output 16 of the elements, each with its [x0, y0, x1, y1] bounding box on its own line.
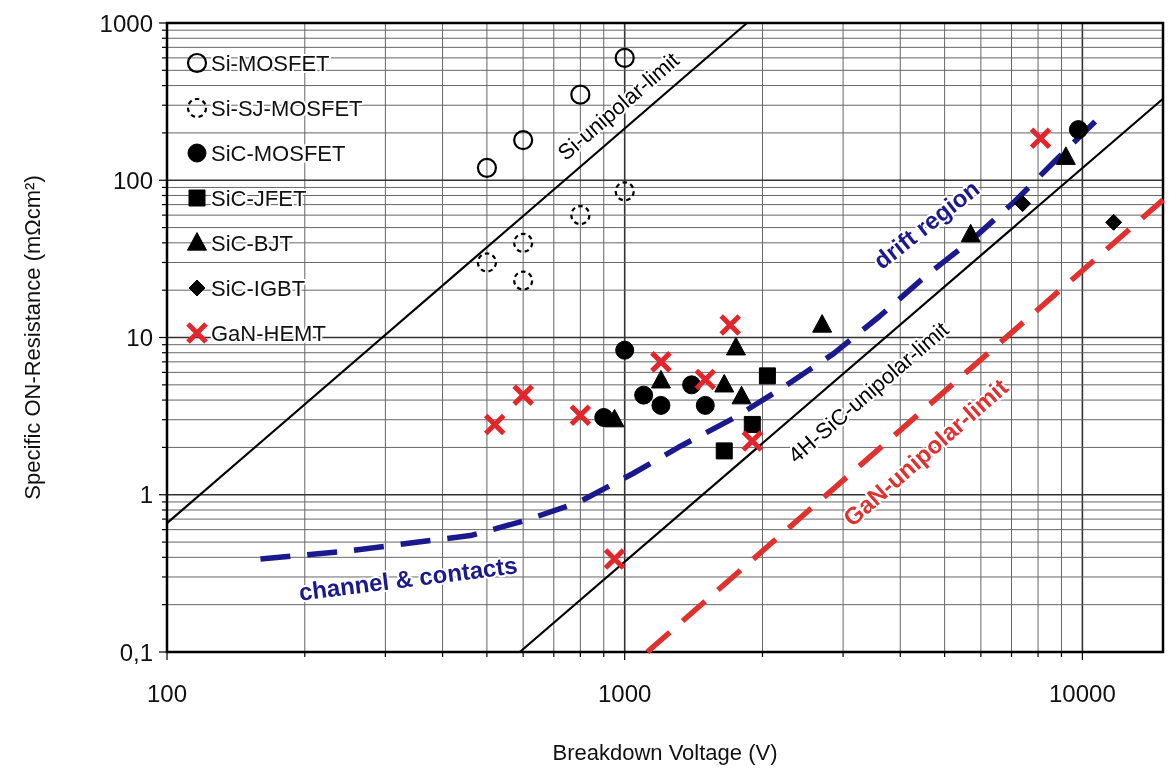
legend-label: Si-MOSFET [211, 50, 330, 76]
x-tick-label: 1000 [598, 679, 652, 707]
legend-label: SiC-IGBT [211, 275, 306, 301]
annotation: channel & contacts [297, 550, 519, 606]
x-tick-label: 10000 [1049, 679, 1116, 707]
x-tick-label: 100 [146, 679, 188, 707]
legend-label: Si-SJ-MOSFET [211, 95, 363, 121]
y-tick-label: 1 [139, 481, 153, 509]
x-axis-title: Breakdown Voltage (V) [552, 739, 778, 765]
legend-label: SiC-BJT [211, 230, 293, 256]
y-tick-label: 0,1 [119, 638, 153, 666]
y-tick-label: 1000 [99, 9, 153, 37]
legend-label: SiC-MOSFET [211, 140, 346, 166]
y-tick-label: 100 [112, 166, 153, 194]
y-axis-title: Specific ON-Resistance (mΩcm²) [19, 175, 45, 500]
y-tick-label: 10 [126, 324, 153, 351]
